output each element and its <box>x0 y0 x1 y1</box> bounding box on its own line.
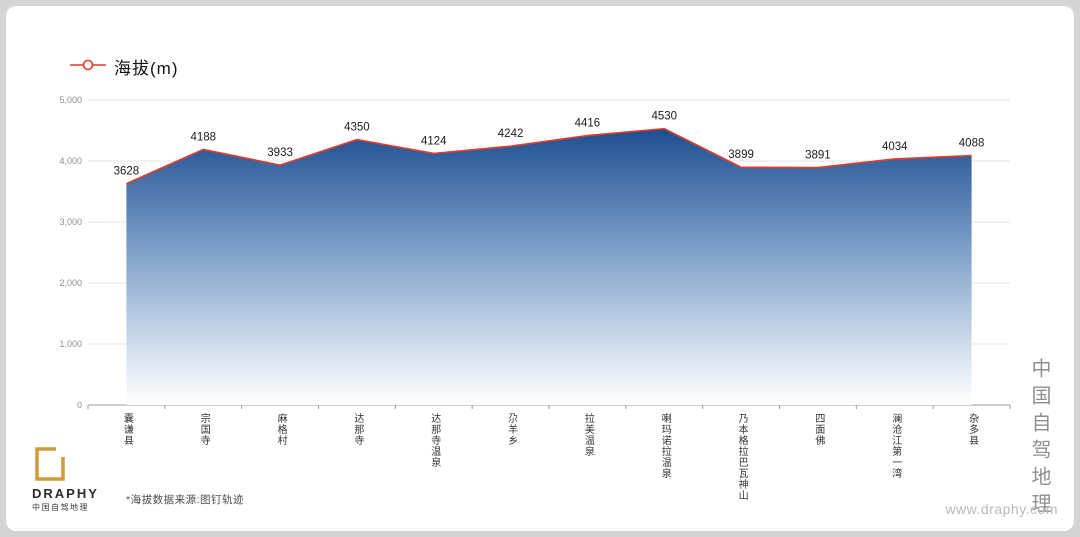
value-label: 4188 <box>190 132 216 144</box>
svg-text:1,000: 1,000 <box>59 339 82 349</box>
value-label: 4242 <box>498 128 524 140</box>
brand-logo: DRAPHY 中国自驾地理 <box>32 445 99 513</box>
svg-text:2,000: 2,000 <box>59 278 82 288</box>
brand-subtitle: 中国自驾地理 <box>32 503 89 512</box>
data-source-note: *海拔数据来源:图钉轨迹 <box>126 494 245 506</box>
svg-text:5,000: 5,000 <box>59 95 82 105</box>
value-label: 3891 <box>805 150 831 162</box>
value-label: 4034 <box>882 141 908 153</box>
value-label: 3933 <box>267 147 293 159</box>
brand-name: DRAPHY <box>32 486 99 501</box>
elevation-line <box>126 127 972 185</box>
legend-label: 海拔(m) <box>114 59 179 78</box>
value-label: 3899 <box>728 149 754 161</box>
value-label: 4350 <box>344 122 370 134</box>
svg-text:4,000: 4,000 <box>59 156 82 166</box>
value-label: 3628 <box>114 166 140 178</box>
svg-text:3,000: 3,000 <box>59 217 82 227</box>
chart-card: 海拔(m) 0 1,000 2,000 3,000 4,000 5,000 3628 4188… <box>6 6 1074 531</box>
area-fill <box>126 128 972 405</box>
legend: 海拔(m) <box>70 54 178 79</box>
vertical-brand-text: 中国自驾地理 <box>1028 358 1050 520</box>
svg-text:0: 0 <box>77 400 82 410</box>
value-label: 4416 <box>575 118 601 130</box>
website-url: www.draphy.com <box>945 501 1058 517</box>
value-label: 4088 <box>959 138 985 150</box>
draphy-logo-icon <box>35 447 65 481</box>
value-label: 4124 <box>421 135 447 147</box>
legend-line-marker-icon <box>70 58 106 76</box>
value-label: 4530 <box>651 111 677 123</box>
elevation-area-chart: 0 1,000 2,000 3,000 4,000 5,000 3628 4188 3933 43… <box>59 95 1011 410</box>
